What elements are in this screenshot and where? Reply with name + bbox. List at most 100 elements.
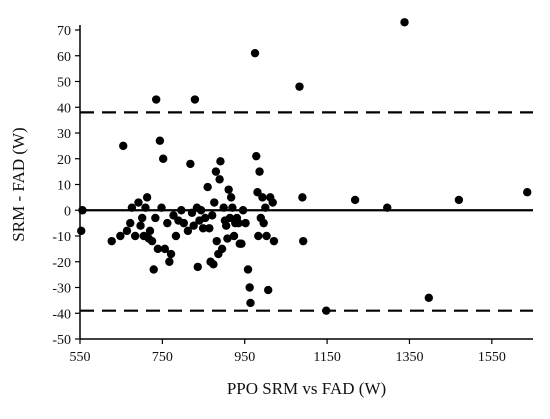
data-point [225,213,235,223]
x-axis-title: PPO SRM vs FAD (W) [227,379,386,398]
data-point [134,198,143,207]
data-point [193,262,202,272]
y-tick-label: -10 [52,230,71,245]
data-point [122,226,132,236]
data-point [454,195,464,205]
x-tick-label: 950 [234,350,255,365]
data-point [145,226,155,236]
data-point [268,198,277,207]
data-point [255,167,264,176]
data-point [107,236,116,246]
data-point [215,175,224,184]
y-tick-label: 40 [57,101,71,116]
data-point [160,244,170,254]
data-point [130,231,140,241]
data-point [243,265,253,274]
data-point [141,203,150,212]
y-axis-title: SRM - FAD (W) [9,127,28,241]
data-point [259,218,268,228]
data-point [262,231,271,241]
data-point [264,285,273,295]
data-point [298,193,307,202]
data-point [190,95,200,104]
data-point [261,203,270,212]
y-tick-label: -20 [52,256,71,271]
x-tick-label: 750 [152,350,173,365]
data-point [200,213,210,223]
reference-lines [80,111,533,312]
data-points [77,18,532,315]
data-point [149,265,158,274]
data-point [189,221,198,230]
x-tick-label: 550 [70,350,91,365]
data-point [523,188,532,197]
data-point [209,260,218,269]
data-point [126,218,135,228]
data-point [207,211,217,220]
data-point [183,226,193,236]
data-point [217,244,227,254]
data-point [219,203,228,212]
y-tick-label: 70 [57,24,71,39]
y-tick-label: 0 [64,204,71,219]
data-point [157,203,166,212]
data-point [151,95,161,104]
data-point [177,206,186,215]
data-point [269,236,279,246]
data-point [198,224,208,233]
data-point [216,157,225,166]
data-point [136,221,145,230]
data-point [116,231,125,241]
data-point [424,293,434,302]
data-point [186,159,195,169]
data-point [237,239,246,248]
data-point [171,231,181,241]
data-point [127,203,137,212]
data-point [166,249,176,259]
data-point [163,218,172,228]
y-tick-label: 50 [57,76,71,91]
data-point [223,234,232,243]
data-point [151,213,160,223]
data-point [196,206,206,215]
data-point [246,298,255,308]
data-point [221,221,231,230]
data-point [299,236,308,246]
y-tick-label: -30 [52,282,71,297]
data-point [383,203,392,212]
data-point [137,213,147,223]
data-point [234,218,243,228]
data-point [77,226,86,236]
y-tick-label: 10 [57,179,71,194]
data-point [254,231,263,241]
data-point [258,193,267,202]
data-point [350,195,360,205]
y-tick-label: -40 [52,307,71,322]
y-tick-label: -50 [52,333,71,348]
data-point [153,244,163,254]
x-axis-ticks: 550 750 950 1150 1350 1550 [70,339,506,365]
data-point [295,82,304,91]
data-point [142,193,152,202]
data-point [147,236,157,246]
y-tick-label: 60 [57,50,71,65]
x-tick-label: 1150 [313,350,340,365]
data-point [155,136,165,145]
y-axis-ticks: 70 60 50 40 30 20 10 0 -10 -20 -30 -40 -50 [52,24,80,348]
data-point [238,206,248,215]
y-tick-label: 20 [57,153,71,168]
data-point [224,185,233,194]
data-point [211,167,221,176]
x-tick-label: 1350 [395,350,423,365]
data-point [252,151,261,161]
y-tick-label: 30 [57,127,71,142]
data-point [205,224,214,233]
data-point [212,236,221,246]
data-point [226,193,236,202]
x-tick-label: 1550 [478,350,506,365]
data-point [241,218,250,228]
data-point [228,203,237,212]
data-point [400,18,409,27]
data-point [210,198,219,207]
